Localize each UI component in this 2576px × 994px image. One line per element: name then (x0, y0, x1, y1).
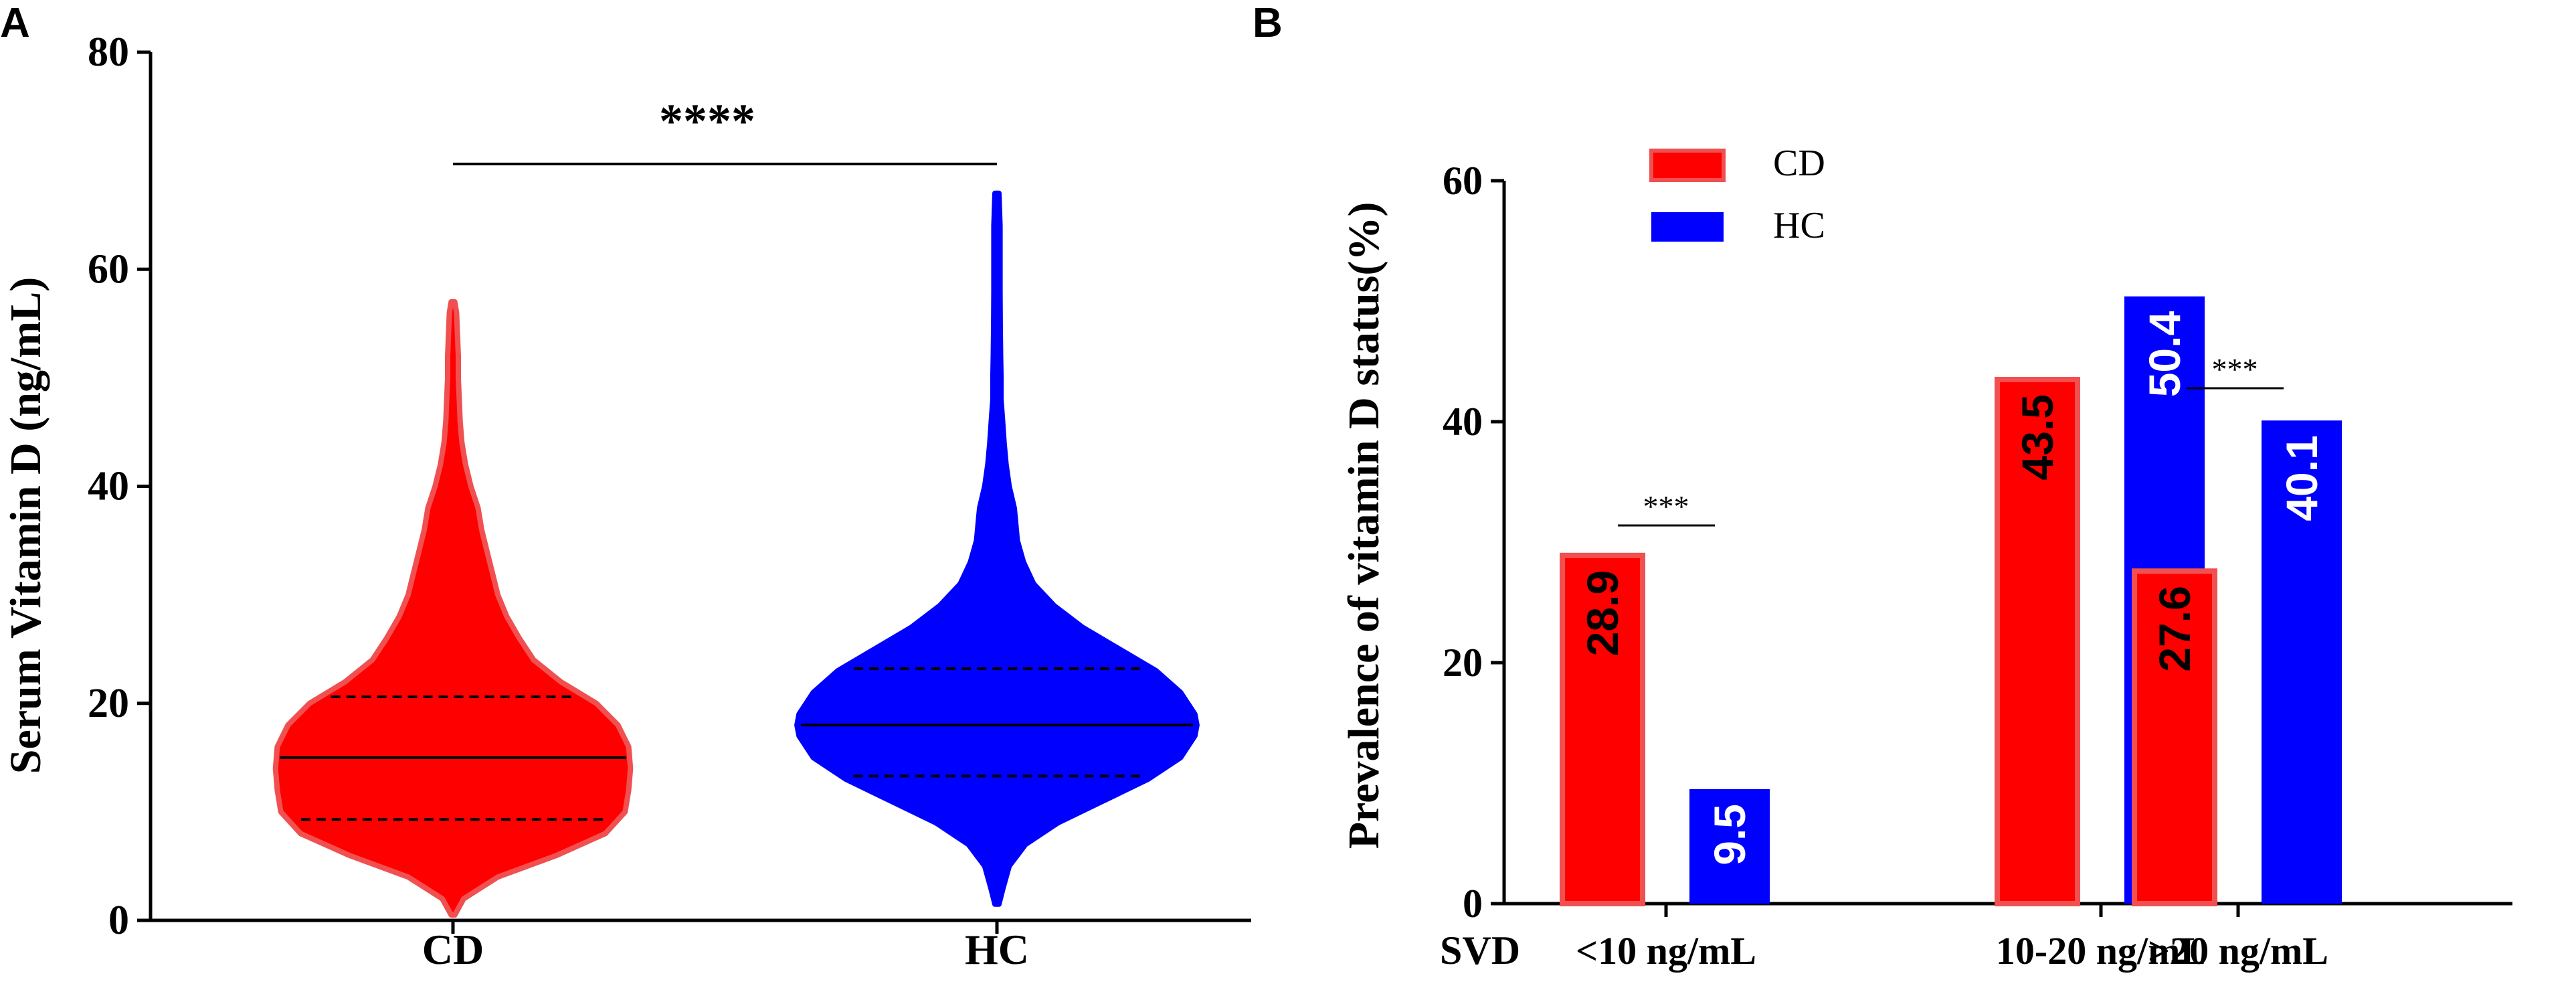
y-tick-label-b: 20 (1443, 641, 1483, 685)
bar-label-cd-1: 28.9 (1578, 570, 1627, 656)
bar-label-hc-1: 9.5 (1705, 804, 1754, 865)
y-tick-label-a: 40 (88, 464, 129, 509)
x-prefix-svd: SVD (1440, 928, 1520, 973)
y-tick-label-a: 20 (88, 681, 129, 726)
x-tick-label-cd: CD (422, 926, 484, 973)
panel-a-ylabel: Serum Vitamin D (ng/mL) (1, 277, 50, 774)
y-tick-label-a: 0 (108, 898, 129, 943)
bar-label-cd-2: 43.5 (2013, 394, 2062, 480)
significance-b-2: *** (2187, 352, 2284, 390)
bar-hc-1 (1689, 789, 1770, 904)
panel-b-ylabel: Prevalence of vitamin D status(%) (1340, 202, 1388, 849)
violin-hc (794, 190, 1200, 907)
bar-label-hc-2: 50.4 (2140, 311, 2189, 398)
bar-label-hc-3: 40.1 (2277, 435, 2326, 521)
legend: CD HC (1649, 143, 1825, 246)
panel-a-letter: A (0, 0, 30, 46)
legend-label-cd: CD (1773, 143, 1825, 184)
y-tick-label-b: 0 (1463, 882, 1483, 926)
panel-a: A Serum Vitamin D (ng/mL) 0 20 40 60 80 CD HC… (0, 0, 1251, 973)
violin-cd (272, 299, 634, 918)
panel-b-x-ticks: <10 ng/mL 10-20 ng/mL>20 ng/mL (1576, 904, 2328, 973)
y-tick-label-b: 40 (1443, 400, 1483, 444)
significance-stars-b-2: *** (2212, 352, 2258, 386)
significance-b-1: *** (1618, 489, 1715, 527)
significance-stars-b-1: *** (1643, 489, 1689, 523)
legend-swatch-hc (1651, 212, 1724, 242)
panel-b-bars: 28.9 9.5 43.5 50.4 27.6 40.1 (1560, 296, 2342, 906)
y-tick-label-b: 60 (1443, 159, 1483, 203)
legend-swatch-cd (1649, 149, 1726, 182)
bar-cd-3 (2132, 568, 2217, 906)
x-tick-label-b-3: >20 ng/mL (2148, 929, 2328, 973)
bar-label-cd-3: 27.6 (2150, 586, 2199, 671)
bar-cd-1 (1560, 552, 1645, 906)
x-tick-label-b-1: <10 ng/mL (1576, 929, 1756, 973)
panel-b: B Prevalence of vitamin D status(%) 0 20 4… (1253, 0, 2512, 973)
y-tick-label-a: 60 (88, 246, 129, 292)
y-tick-label-a: 80 (88, 29, 129, 75)
legend-label-hc: HC (1773, 205, 1825, 246)
x-tick-label-hc: HC (965, 926, 1029, 973)
bar-hc-3 (2262, 420, 2342, 904)
panel-b-letter: B (1253, 0, 1283, 46)
bar-cd-2 (1995, 377, 2080, 906)
panel-a-axes: 0 20 40 60 80 (88, 29, 1251, 943)
panel-a-x-ticks: CD HC (422, 920, 1029, 973)
significance-stars-a: **** (659, 94, 755, 148)
x-tick-label-b-2: 10-20 ng/mL (1996, 929, 2206, 973)
panel-a-violins (272, 190, 1200, 918)
